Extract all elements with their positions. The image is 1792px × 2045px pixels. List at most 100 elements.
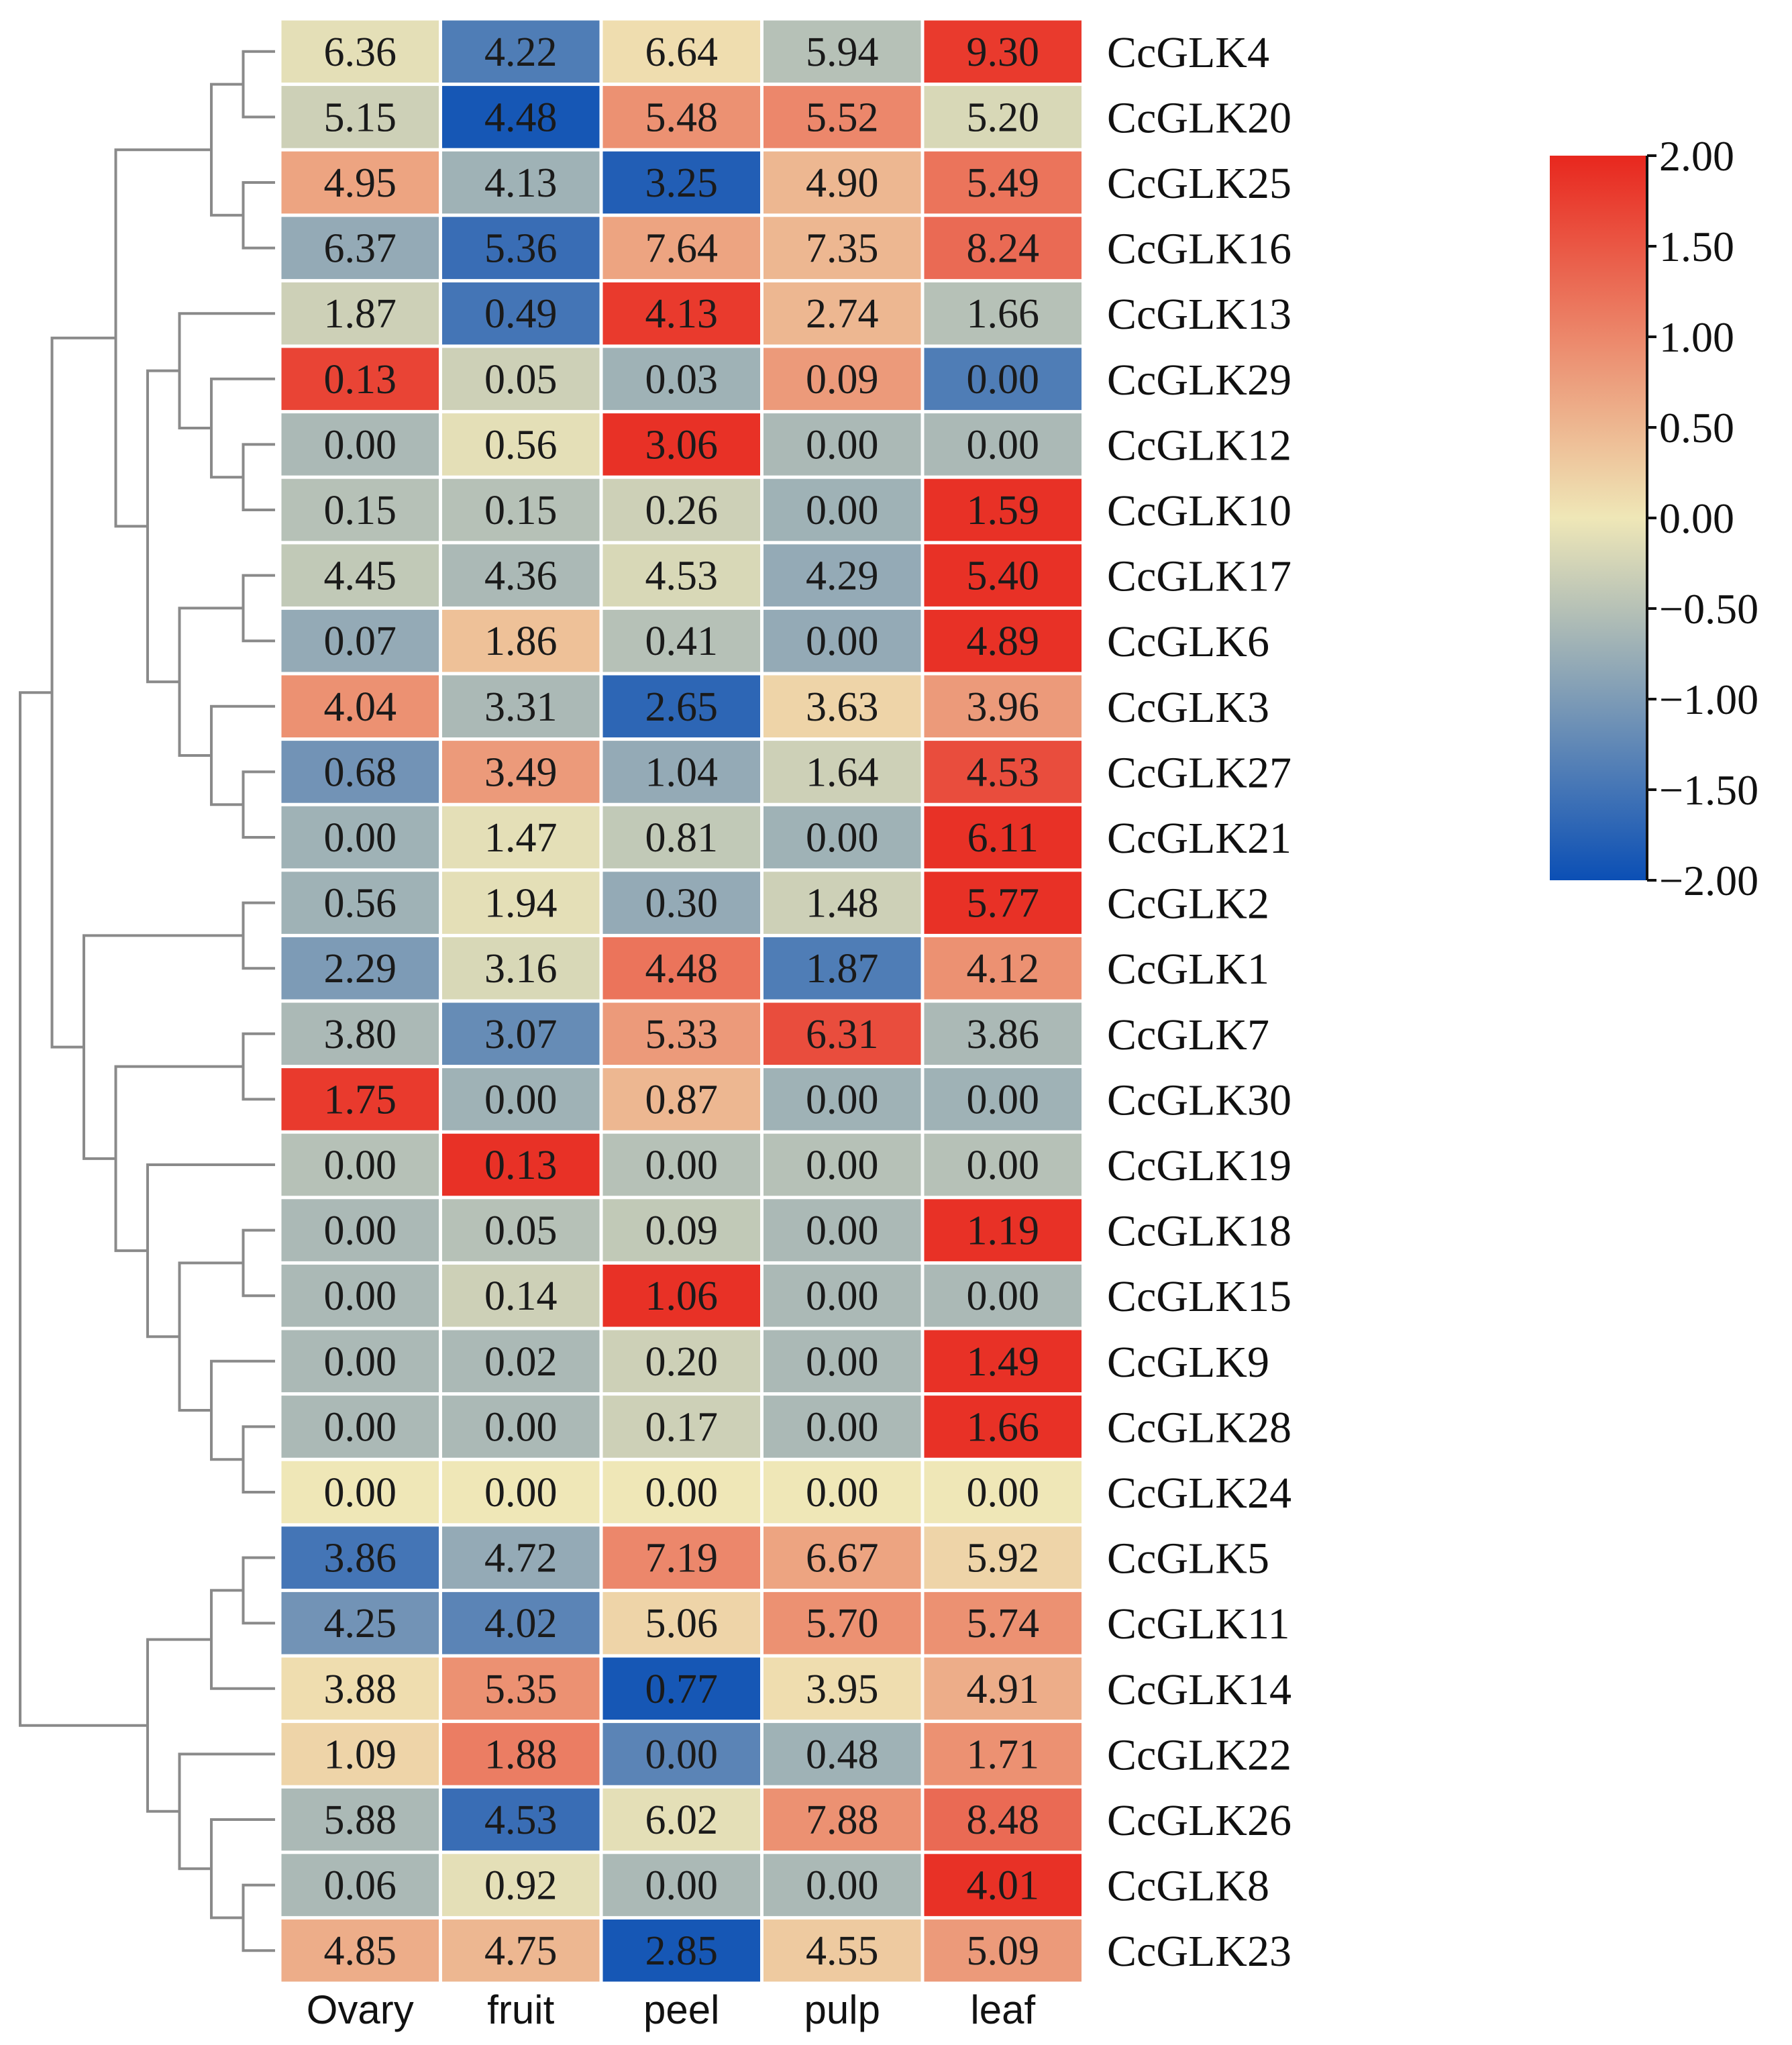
cell-value-label: 0.00 [324, 1273, 397, 1319]
cell-value-label: 6.02 [645, 1797, 719, 1843]
cell-value-label: 0.56 [324, 881, 397, 927]
cell-value-label: 1.04 [645, 749, 719, 795]
cell-value-label: 5.35 [484, 1667, 558, 1712]
dendrogram-branch [146, 1163, 275, 1339]
dendrogram-branch [114, 148, 211, 528]
cell-value-label: 1.06 [645, 1273, 719, 1319]
cell-value-label: 0.13 [484, 1143, 558, 1188]
cell-value-label: 1.66 [967, 291, 1040, 337]
heatmap-cell-CcGLK9-pulp [763, 1330, 921, 1393]
cell-value-label: 5.94 [806, 30, 879, 75]
cell-value-label: 5.33 [645, 1012, 719, 1057]
heatmap-cell-CcGLK3-fruit [442, 675, 600, 738]
cell-value-label: 0.00 [324, 1404, 397, 1450]
heatmap-cell-CcGLK16-leaf [924, 217, 1082, 279]
heatmap-cell-CcGLK13-peel [602, 282, 760, 345]
cell-value-label: 1.87 [324, 291, 397, 337]
cell-value-label: 4.01 [967, 1863, 1040, 1909]
cell-value-label: 4.13 [484, 160, 558, 206]
heatmap-cell-CcGLK17-Ovary [281, 544, 439, 607]
heatmap-cell-CcGLK21-leaf [924, 806, 1082, 869]
cell-value-label: 0.48 [806, 1732, 879, 1777]
heatmap-cell-CcGLK7-fruit [442, 1002, 600, 1065]
heatmap-cell-CcGLK13-leaf [924, 282, 1082, 345]
heatmap-cell-CcGLK26-leaf [924, 1788, 1082, 1851]
heatmap-cell-CcGLK1-leaf [924, 937, 1082, 1000]
cell-value-label: 3.06 [645, 422, 719, 468]
cell-value-label: 7.35 [806, 226, 879, 272]
color-scale-bar [1550, 156, 1647, 880]
cell-value-label: 0.00 [806, 1208, 879, 1254]
cell-value-label: 9.30 [967, 30, 1040, 75]
heatmap-cell-CcGLK25-peel [602, 151, 760, 214]
cell-value-label: 5.92 [967, 1536, 1040, 1581]
cell-value-label: 5.09 [967, 1928, 1040, 1974]
heatmap-cell-CcGLK21-fruit [442, 806, 600, 869]
cell-value-label: 0.00 [645, 1143, 719, 1188]
color-scale-tick-label: −1.00 [1659, 676, 1758, 723]
heatmap-cell-CcGLK11-peel [602, 1591, 760, 1655]
heatmap-cell-CcGLK9-leaf [924, 1330, 1082, 1393]
row-dendrogram [19, 50, 275, 1952]
cell-value-label: 5.49 [967, 160, 1040, 206]
dendrogram-branch [83, 934, 244, 1160]
heatmap-cell-CcGLK20-Ovary [281, 86, 439, 148]
cell-value-label: 1.47 [484, 815, 558, 861]
heatmap-cell-CcGLK5-pulp [763, 1526, 921, 1589]
cell-value-label: 5.40 [967, 554, 1040, 599]
cell-value-label: 0.00 [967, 357, 1040, 403]
row-label: CcGLK18 [1107, 1207, 1292, 1256]
cell-value-label: 0.30 [645, 881, 719, 927]
heatmap-cell-CcGLK16-pulp [763, 217, 921, 279]
heatmap-cell-CcGLK5-leaf [924, 1526, 1082, 1589]
cell-value-label: 4.89 [967, 619, 1040, 664]
heatmap-cell-CcGLK25-fruit [442, 151, 600, 214]
heatmap-cell-CcGLK16-fruit [442, 217, 600, 279]
cell-value-label: 0.00 [324, 422, 397, 468]
cell-value-label: 0.00 [806, 488, 879, 533]
cell-value-label: 4.53 [645, 554, 719, 599]
cell-value-label: 0.09 [806, 357, 879, 403]
cell-value-label: 0.00 [967, 1273, 1040, 1319]
cell-value-label: 4.53 [967, 749, 1040, 795]
heatmap-cell-CcGLK14-Ovary [281, 1657, 439, 1720]
cell-value-label: 3.25 [645, 160, 719, 206]
cell-value-label: 7.88 [806, 1797, 879, 1843]
color-scale-tick-label: −0.50 [1659, 585, 1758, 633]
heatmap-cell-CcGLK17-fruit [442, 544, 600, 607]
column-label: Ovary [307, 1987, 414, 2032]
column-label: peel [643, 1987, 719, 2032]
cell-value-label: 0.05 [484, 1208, 558, 1254]
heatmap-cell-CcGLK10-pulp [763, 478, 921, 541]
heatmap-cell-CcGLK8-Ovary [281, 1854, 439, 1916]
heatmap-cell-CcGLK13-pulp [763, 282, 921, 345]
cell-value-label: 0.00 [806, 1470, 879, 1516]
cell-value-label: 0.00 [645, 1470, 719, 1516]
color-scale-tick-label: 0.50 [1659, 404, 1734, 452]
row-label: CcGLK11 [1107, 1600, 1290, 1648]
color-scale-tick-label: 2.00 [1659, 132, 1734, 180]
heatmap-cell-CcGLK22-Ovary [281, 1723, 439, 1785]
cell-value-label: 0.00 [806, 1404, 879, 1450]
heatmap-cell-CcGLK16-Ovary [281, 217, 439, 279]
heatmap-cell-CcGLK18-peel [602, 1199, 760, 1261]
heatmap-cell-CcGLK21-pulp [763, 806, 921, 869]
heatmap-cell-CcGLK6-leaf [924, 609, 1082, 672]
row-label: CcGLK24 [1107, 1469, 1292, 1518]
cell-value-label: 5.36 [484, 226, 558, 272]
cell-value-label: 6.37 [324, 226, 397, 272]
cell-value-label: 0.00 [324, 1339, 397, 1385]
heatmap-cell-CcGLK9-fruit [442, 1330, 600, 1393]
heatmap-cell-CcGLK24-leaf [924, 1461, 1082, 1524]
cell-value-label: 6.11 [967, 815, 1039, 861]
cell-value-label: 5.48 [645, 95, 719, 140]
cell-value-label: 4.22 [484, 30, 558, 75]
cell-value-label: 1.49 [967, 1339, 1040, 1385]
heatmap-cell-CcGLK6-peel [602, 609, 760, 672]
heatmap-cell-CcGLK25-pulp [763, 151, 921, 214]
cell-value-label: 1.66 [967, 1404, 1040, 1450]
cell-value-label: 0.68 [324, 749, 397, 795]
cell-value-label: 0.02 [484, 1339, 558, 1385]
cell-value-label: 0.00 [645, 1863, 719, 1909]
column-label: fruit [487, 1987, 554, 2032]
